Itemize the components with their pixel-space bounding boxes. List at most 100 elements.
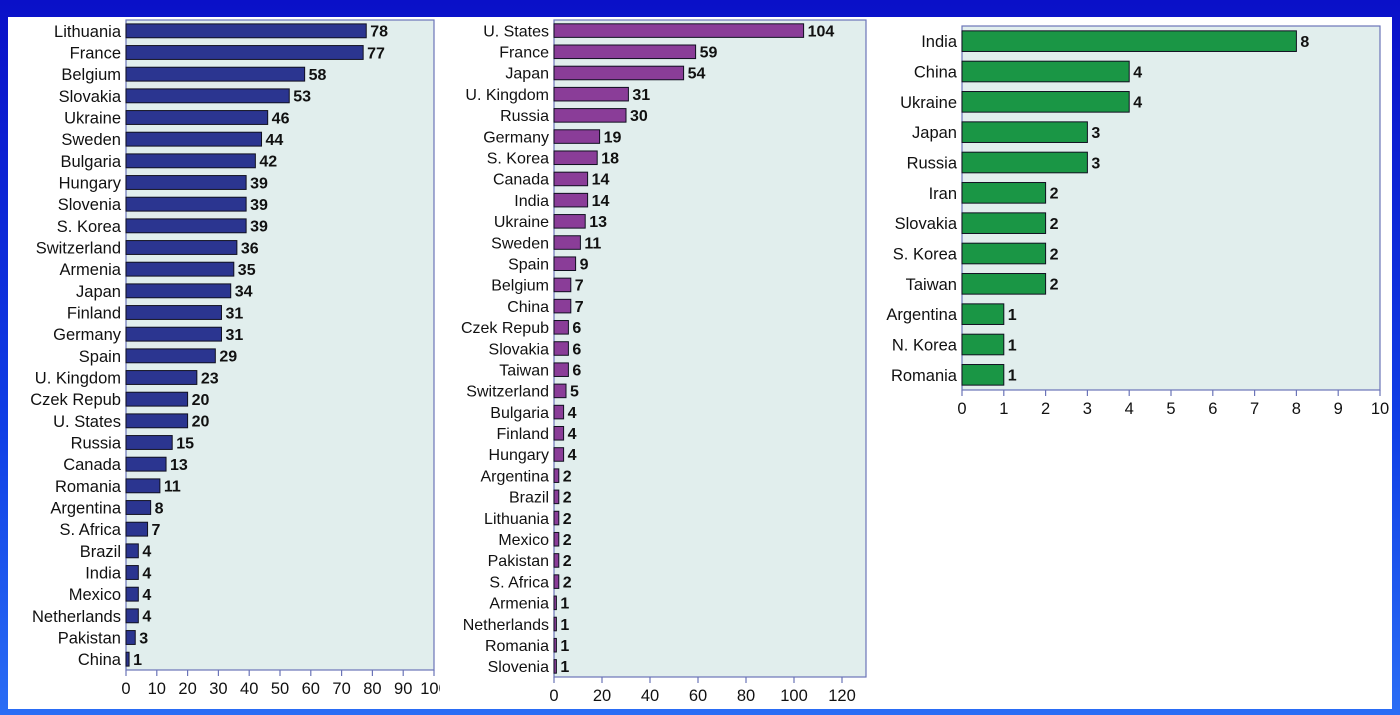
data-label: 4 xyxy=(568,426,577,443)
data-label: 8 xyxy=(155,500,164,517)
data-label: 7 xyxy=(152,522,161,539)
data-label: 1 xyxy=(560,638,569,655)
category-label: Romania xyxy=(485,638,549,655)
data-label: 20 xyxy=(192,392,210,409)
category-label: Japan xyxy=(505,66,549,83)
bar xyxy=(125,261,235,277)
x-tick-label: 10 xyxy=(148,680,166,698)
category-label: Brazil xyxy=(509,490,549,507)
bar xyxy=(125,305,222,320)
data-label: 39 xyxy=(250,175,268,192)
data-label: 1 xyxy=(560,617,569,634)
data-label: 19 xyxy=(604,129,622,146)
bar xyxy=(553,150,598,166)
bar xyxy=(553,129,601,144)
category-label: Netherlands xyxy=(463,617,549,634)
data-label: 1 xyxy=(560,596,569,613)
category-label: Slovakia xyxy=(489,341,550,358)
plot-area xyxy=(553,19,867,678)
data-label: 31 xyxy=(225,327,243,344)
x-tick-label: 50 xyxy=(271,680,289,698)
category-label: N. Korea xyxy=(892,336,958,354)
data-label: 6 xyxy=(572,320,581,337)
bar xyxy=(125,456,167,472)
data-label: 11 xyxy=(164,479,181,496)
category-label: Hungary xyxy=(489,447,549,464)
data-label: 23 xyxy=(201,370,219,387)
category-label: Armenia xyxy=(60,261,122,279)
data-label: 31 xyxy=(632,87,650,104)
category-label: Armenia xyxy=(489,596,549,613)
bar xyxy=(961,303,1005,325)
data-label: 7 xyxy=(575,278,584,295)
bar xyxy=(125,651,130,667)
bar xyxy=(553,235,581,250)
category-label: Czek Repub xyxy=(461,320,549,337)
category-label: Slovenia xyxy=(58,196,122,214)
x-tick-label: 5 xyxy=(1166,400,1175,418)
category-label: India xyxy=(85,564,122,582)
category-label: Hungary xyxy=(59,174,122,192)
data-label: 7 xyxy=(575,299,584,316)
category-label: Spain xyxy=(508,256,549,273)
x-tick-label: 0 xyxy=(957,400,966,418)
bar xyxy=(553,659,557,674)
data-label: 39 xyxy=(250,197,268,214)
category-label: Switzerland xyxy=(36,239,121,257)
data-label: 9 xyxy=(580,256,589,273)
bar xyxy=(125,175,247,190)
category-label: Canada xyxy=(63,456,122,474)
bar xyxy=(961,60,1130,83)
bar xyxy=(125,630,136,645)
category-label: India xyxy=(921,33,958,51)
bar xyxy=(961,91,1130,113)
data-label: 59 xyxy=(700,45,718,62)
category-label: U. States xyxy=(53,413,121,431)
category-label: Ukraine xyxy=(494,214,549,231)
category-label: S. Korea xyxy=(57,218,122,236)
data-label: 3 xyxy=(1091,125,1100,142)
data-label: 36 xyxy=(241,240,259,257)
bar xyxy=(553,214,586,229)
bar xyxy=(125,565,139,580)
data-label: 2 xyxy=(1050,277,1059,294)
category-label: Slovenia xyxy=(488,659,549,676)
x-tick-label: 30 xyxy=(209,680,227,698)
data-label: 20 xyxy=(192,414,210,431)
bar xyxy=(553,637,557,653)
category-label: Argentina xyxy=(50,499,121,517)
data-label: 1 xyxy=(1008,368,1017,385)
category-label: Slovakia xyxy=(895,215,958,233)
bar xyxy=(125,110,269,125)
data-label: 2 xyxy=(563,532,572,549)
x-tick-label: 120 xyxy=(828,687,856,705)
bar xyxy=(553,341,569,356)
data-label: 4 xyxy=(1133,95,1142,112)
category-label: Bulgaria xyxy=(60,153,121,171)
data-label: 104 xyxy=(808,23,835,40)
bar xyxy=(553,86,629,102)
category-label: France xyxy=(70,44,121,62)
bar xyxy=(553,383,567,399)
data-label: 42 xyxy=(259,154,277,171)
bar xyxy=(961,151,1088,174)
data-label: 39 xyxy=(250,219,268,236)
bar xyxy=(125,478,161,494)
data-label: 2 xyxy=(1050,216,1059,233)
data-label: 29 xyxy=(219,349,237,366)
category-label: Japan xyxy=(912,124,957,142)
bar xyxy=(553,468,560,483)
data-label: 2 xyxy=(563,490,572,507)
category-label: Iran xyxy=(929,185,957,203)
x-tick-label: 60 xyxy=(302,680,320,698)
category-label: Taiwan xyxy=(499,362,549,379)
data-label: 4 xyxy=(568,447,577,464)
data-label: 1 xyxy=(1008,307,1017,324)
data-label: 4 xyxy=(142,609,151,626)
bar xyxy=(961,30,1297,52)
plot-area xyxy=(125,19,435,671)
category-label: Czek Repub xyxy=(30,391,121,409)
category-label: Lithuania xyxy=(54,23,122,41)
data-label: 18 xyxy=(601,151,619,168)
